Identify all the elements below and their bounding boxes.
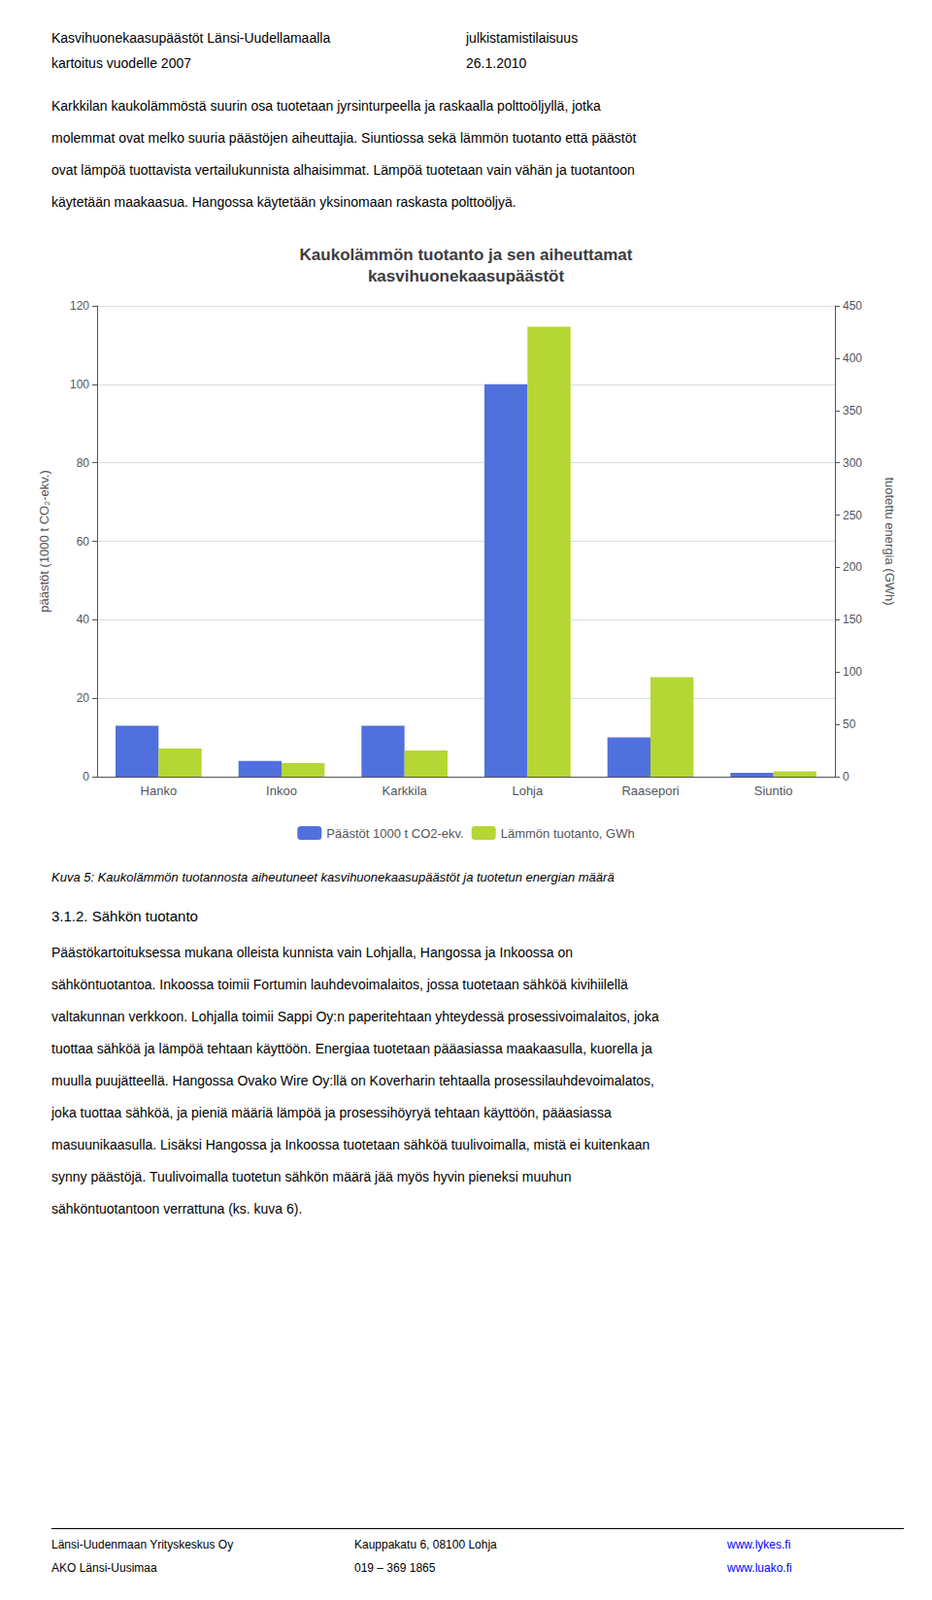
html-text:sähköntuotantoon verrattuna (k: sähköntuotantoon verrattuna (ks. kuva 6)… — [51, 1200, 303, 1217]
svg-text:Lohja: Lohja — [511, 783, 544, 799]
html-text:valtakunnan verkkoon. Lohjalla: valtakunnan verkkoon. Lohjalla toimii Sa… — [51, 1008, 659, 1025]
svg-text:Raasepori: Raasepori — [621, 783, 679, 799]
html-text:www.lykes.fi: www.lykes.fi — [727, 1537, 791, 1552]
svg-text:50: 50 — [842, 717, 857, 732]
html-text:tuottaa sähköä ja lämpöä tehta: tuottaa sähköä ja lämpöä tehtaan käyttöö… — [51, 1040, 653, 1057]
svg-text:300: 300 — [842, 456, 863, 470]
svg-text:150: 150 — [842, 612, 863, 627]
svg-text:Päästöt 1000 t CO2-ekv.: Päästöt 1000 t CO2-ekv. — [326, 826, 464, 841]
html-text:AKO Länsi-Uusimaa: AKO Länsi-Uusimaa — [51, 1561, 157, 1575]
svg-text:Kaukolämmön tuotanto ja sen ai: Kaukolämmön tuotanto ja sen aiheuttamat — [299, 245, 633, 265]
html-text:Kauppakatu 6, 08100 Lohja: Kauppakatu 6, 08100 Lohja — [354, 1537, 497, 1552]
html-text:julkistamistilaisuus: julkistamistilaisuus — [466, 30, 578, 46]
html-text:muulla puujätteellä. Hangossa: muulla puujätteellä. Hangossa Ovako Wire… — [51, 1072, 655, 1089]
svg-text:40: 40 — [76, 612, 91, 627]
svg-text:Lämmön tuotanto, GWh: Lämmön tuotanto, GWh — [500, 826, 635, 841]
svg-text:kasvihuonekaasupäästöt: kasvihuonekaasupäästöt — [367, 266, 566, 286]
svg-text:120: 120 — [69, 299, 90, 313]
html-text:019 – 369 1865: 019 – 369 1865 — [354, 1561, 436, 1575]
svg-text:400: 400 — [842, 351, 863, 366]
svg-text:Hanko: Hanko — [140, 783, 178, 799]
svg-text:80: 80 — [76, 456, 91, 470]
svg-text:Siuntio: Siuntio — [754, 783, 794, 799]
html-text:26.1.2010: 26.1.2010 — [466, 55, 527, 71]
svg-text:tuotettu energia (GWh): tuotettu energia (GWh) — [882, 476, 898, 605]
html-text:kartoitus vuodelle 2007: kartoitus vuodelle 2007 — [51, 55, 192, 71]
svg-text:250: 250 — [842, 508, 863, 523]
svg-text:450: 450 — [842, 299, 863, 313]
svg-text:Karkkila: Karkkila — [382, 783, 429, 799]
html-text:Kasvihuonekaasupäästöt Länsi-U: Kasvihuonekaasupäästöt Länsi-Uudellamaal… — [51, 30, 331, 46]
html-text:joka tuottaa sähköä, ja pieniä: joka tuottaa sähköä, ja pieniä määriä lä… — [51, 1104, 612, 1121]
svg-text:päästöt (1000 t CO₂-ekv.): päästöt (1000 t CO₂-ekv.) — [36, 469, 52, 612]
html-text:Karkkilan kaukolämmöstä suurin: Karkkilan kaukolämmöstä suurin osa tuote… — [51, 98, 601, 114]
html-text:Kuva 5: Kaukolämmön tuotannost: Kuva 5: Kaukolämmön tuotannosta aiheutun… — [51, 869, 615, 885]
svg-text:20: 20 — [76, 691, 91, 705]
svg-text:100: 100 — [69, 377, 90, 392]
svg-text:350: 350 — [842, 403, 863, 418]
html-text:synny päästöjä. Tuulivoimalla: synny päästöjä. Tuulivoimalla tuotetun s… — [51, 1168, 572, 1185]
html-text:sähköntuotantoa. Inkoossa toim: sähköntuotantoa. Inkoossa toimii Fortumi… — [51, 976, 628, 993]
html-text:Länsi-Uudenmaan Yrityskeskus O: Länsi-Uudenmaan Yrityskeskus Oy — [51, 1537, 234, 1552]
svg-text:0: 0 — [842, 769, 850, 784]
html-text:molemmat ovat melko suuria pää: molemmat ovat melko suuria päästöjen aih… — [51, 130, 637, 146]
svg-text:0: 0 — [82, 769, 90, 784]
html-text:www.luako.fi: www.luako.fi — [727, 1561, 792, 1575]
html-text:käytetään maakaasua. Hangossa: käytetään maakaasua. Hangossa käytetään … — [51, 194, 517, 210]
html-text:Päästökartoituksessa mukana ol: Päästökartoituksessa mukana olleista kun… — [51, 944, 573, 961]
svg-text:60: 60 — [76, 534, 91, 549]
html-text:ovat lämpöä tuottavista vertai: ovat lämpöä tuottavista vertailukunnista… — [51, 162, 635, 178]
svg-text:Inkoo: Inkoo — [266, 783, 298, 799]
svg-text:100: 100 — [842, 665, 863, 679]
svg-text:200: 200 — [842, 560, 863, 574]
html-text:3.1.2. Sähkön tuotanto: 3.1.2. Sähkön tuotanto — [51, 907, 199, 925]
html-text:masuunikaasulla. Lisäksi Hango: masuunikaasulla. Lisäksi Hangossa ja Ink… — [51, 1136, 650, 1153]
